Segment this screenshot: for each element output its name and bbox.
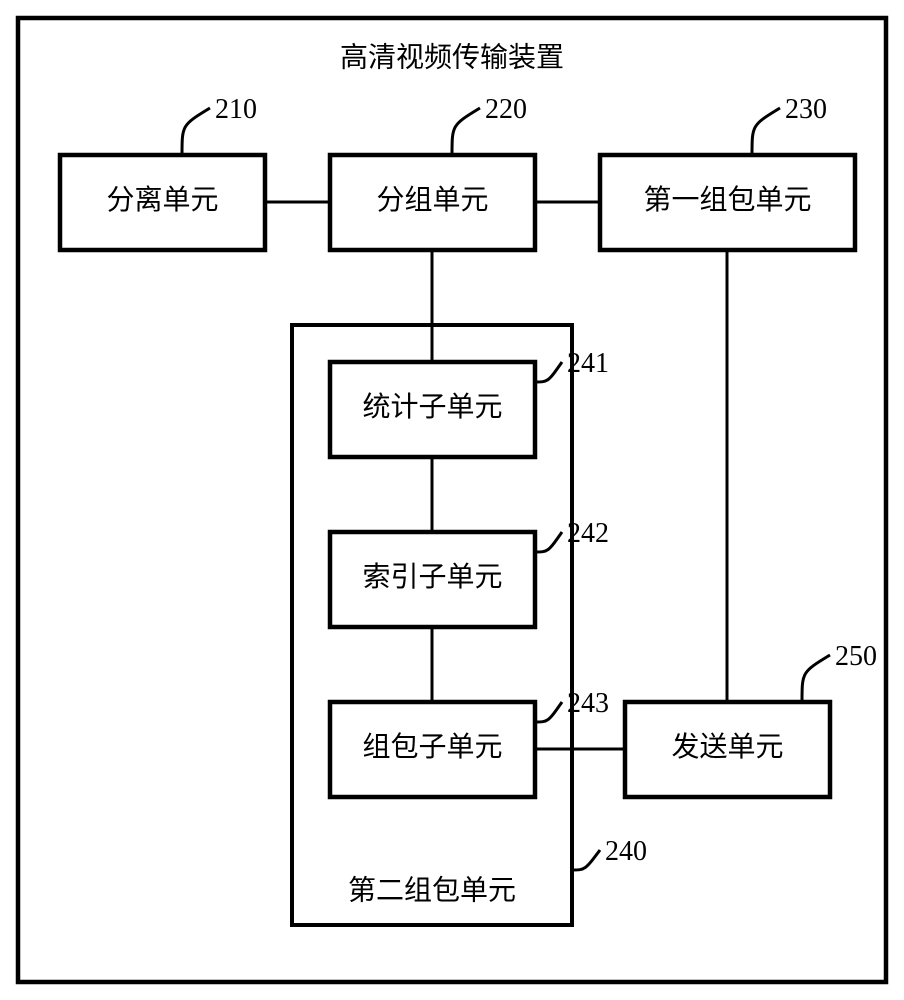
ref-n241: 241	[567, 348, 609, 379]
block-n242: 索引子单元	[330, 532, 535, 627]
device-outer-frame	[18, 18, 886, 982]
leader-n220	[452, 108, 480, 155]
ref-n243: 243	[567, 688, 609, 719]
block-n243: 组包子单元	[330, 702, 535, 797]
block-n243-label: 组包子单元	[362, 731, 502, 763]
block-n250: 发送单元	[625, 702, 830, 797]
leader-n250	[802, 655, 830, 702]
block-n220-label: 分组单元	[376, 184, 488, 216]
leader-n210	[182, 108, 210, 155]
leader-n241	[535, 362, 562, 382]
block-n210: 分离单元	[60, 155, 265, 250]
block-n230: 第一组包单元	[600, 155, 855, 250]
ref-n250: 250	[835, 641, 877, 672]
ref-n210: 210	[215, 94, 257, 125]
leader-n230	[752, 108, 780, 155]
block-n241: 统计子单元	[330, 362, 535, 457]
leader-n243	[535, 702, 562, 722]
block-n250-label: 发送单元	[671, 731, 783, 763]
ref-n230: 230	[785, 94, 827, 125]
leader-n242	[535, 532, 562, 552]
block-n230-label: 第一组包单元	[643, 184, 811, 216]
block-n242-label: 索引子单元	[362, 561, 502, 593]
block-n240-label: 第二组包单元	[348, 874, 516, 906]
leader-n240	[572, 850, 600, 870]
diagram-title: 高清视频传输装置	[340, 41, 564, 73]
ref-n242: 242	[567, 518, 609, 549]
block-n210-label: 分离单元	[106, 184, 218, 216]
block-n241-label: 统计子单元	[362, 391, 502, 423]
ref-n220: 220	[485, 94, 527, 125]
ref-n240: 240	[605, 836, 647, 867]
block-n220: 分组单元	[330, 155, 535, 250]
